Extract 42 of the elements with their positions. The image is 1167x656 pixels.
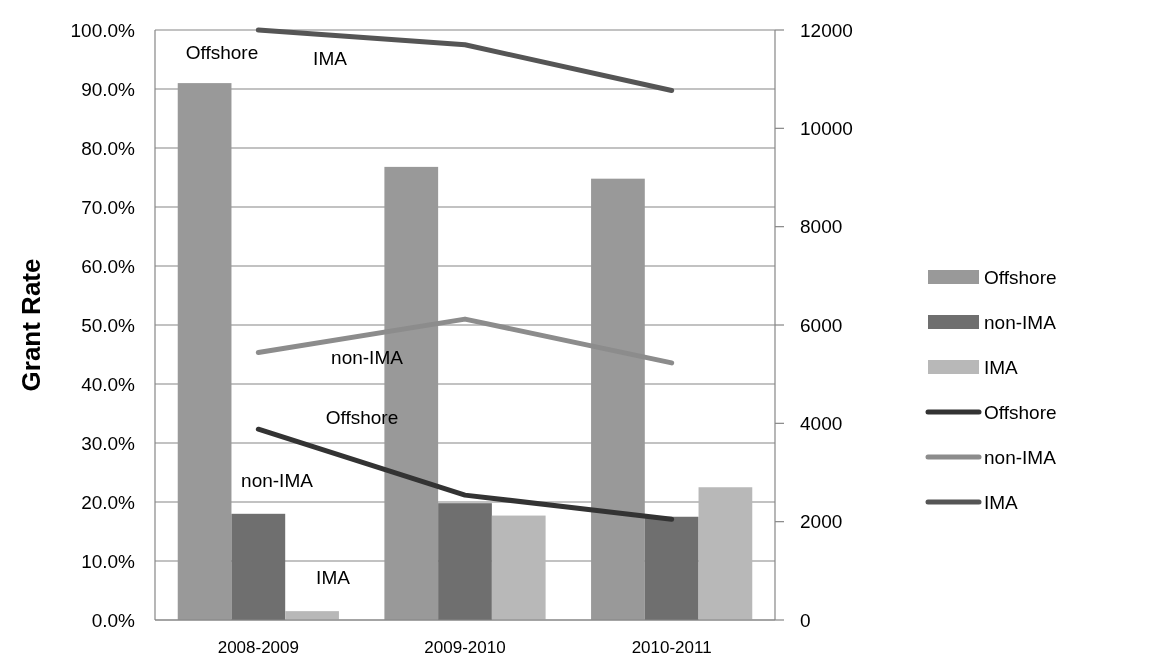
annotation: Offshore (325, 406, 399, 428)
y2-tick-label: 4000 (800, 412, 843, 434)
y-tick-label: 60.0% (81, 255, 136, 277)
bar (438, 503, 492, 620)
y-tick-label: 80.0% (81, 137, 136, 159)
y2-tick-label: 2000 (800, 511, 843, 533)
bar (285, 611, 339, 620)
y-tick-label: 90.0% (81, 78, 136, 100)
x-tick-label: 2008-2009 (217, 638, 299, 656)
bar (231, 513, 286, 620)
bar (644, 516, 699, 620)
legend-label: non-IMA (984, 446, 1057, 468)
legend-label: IMA (984, 356, 1019, 378)
legend-label: IMA (984, 491, 1019, 513)
y-axis-title: Grant Rate (16, 258, 46, 392)
y-tick-label: 0.0% (91, 609, 136, 631)
y2-tick-label: 10000 (800, 117, 853, 139)
y2-tick-label: 6000 (800, 314, 843, 336)
annotation: IMA (313, 47, 348, 69)
y-tick-label: 20.0% (81, 491, 136, 513)
bar (491, 515, 546, 620)
y-tick-label: 30.0% (81, 432, 136, 454)
y-tick-label: 70.0% (81, 196, 136, 218)
y-tick-label: 100.0% (70, 19, 136, 41)
legend-label: non-IMA (984, 311, 1057, 333)
x-tick-label: 2009-2010 (424, 638, 506, 656)
annotation: Offshore (185, 41, 259, 63)
legend-label: Offshore (984, 266, 1057, 288)
x-tick-label: 2010-2011 (631, 638, 712, 656)
bar (177, 83, 232, 620)
annotation: IMA (316, 566, 351, 588)
y2-tick-label: 8000 (800, 216, 843, 238)
bar (591, 178, 645, 620)
y2-tick-label: 0 (800, 609, 811, 631)
bar (698, 487, 753, 620)
y2-tick-label: 12000 (800, 19, 853, 41)
annotation: non-IMA (331, 346, 404, 368)
y-tick-label: 50.0% (81, 314, 136, 336)
y-tick-label: 40.0% (81, 373, 136, 395)
annotation: non-IMA (241, 469, 314, 491)
legend-label: Offshore (984, 401, 1057, 423)
y-tick-label: 10.0% (81, 550, 136, 572)
